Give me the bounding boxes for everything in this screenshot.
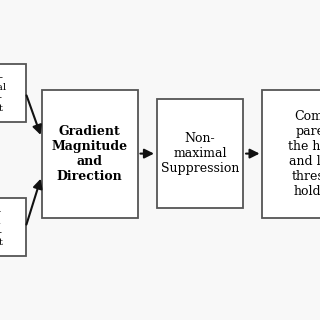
Text: Hori-
zontal
Gra-
dient: Hori- zontal Gra- dient — [0, 73, 6, 113]
Bar — [262, 90, 320, 218]
Text: Gradient
Magnitude
and
Direction: Gradient Magnitude and Direction — [52, 124, 128, 183]
Bar — [0, 64, 26, 122]
Text: Com-
pare
the h...
and l...
thres-
holds: Com- pare the h... and l... thres- holds — [288, 109, 320, 197]
Text: Non-
maximal
Suppression: Non- maximal Suppression — [161, 132, 239, 175]
Bar — [0, 198, 26, 256]
Text: Ver-
tical
Gra-
dient: Ver- tical Gra- dient — [0, 207, 4, 247]
Bar — [42, 90, 138, 218]
Bar — [157, 99, 243, 208]
